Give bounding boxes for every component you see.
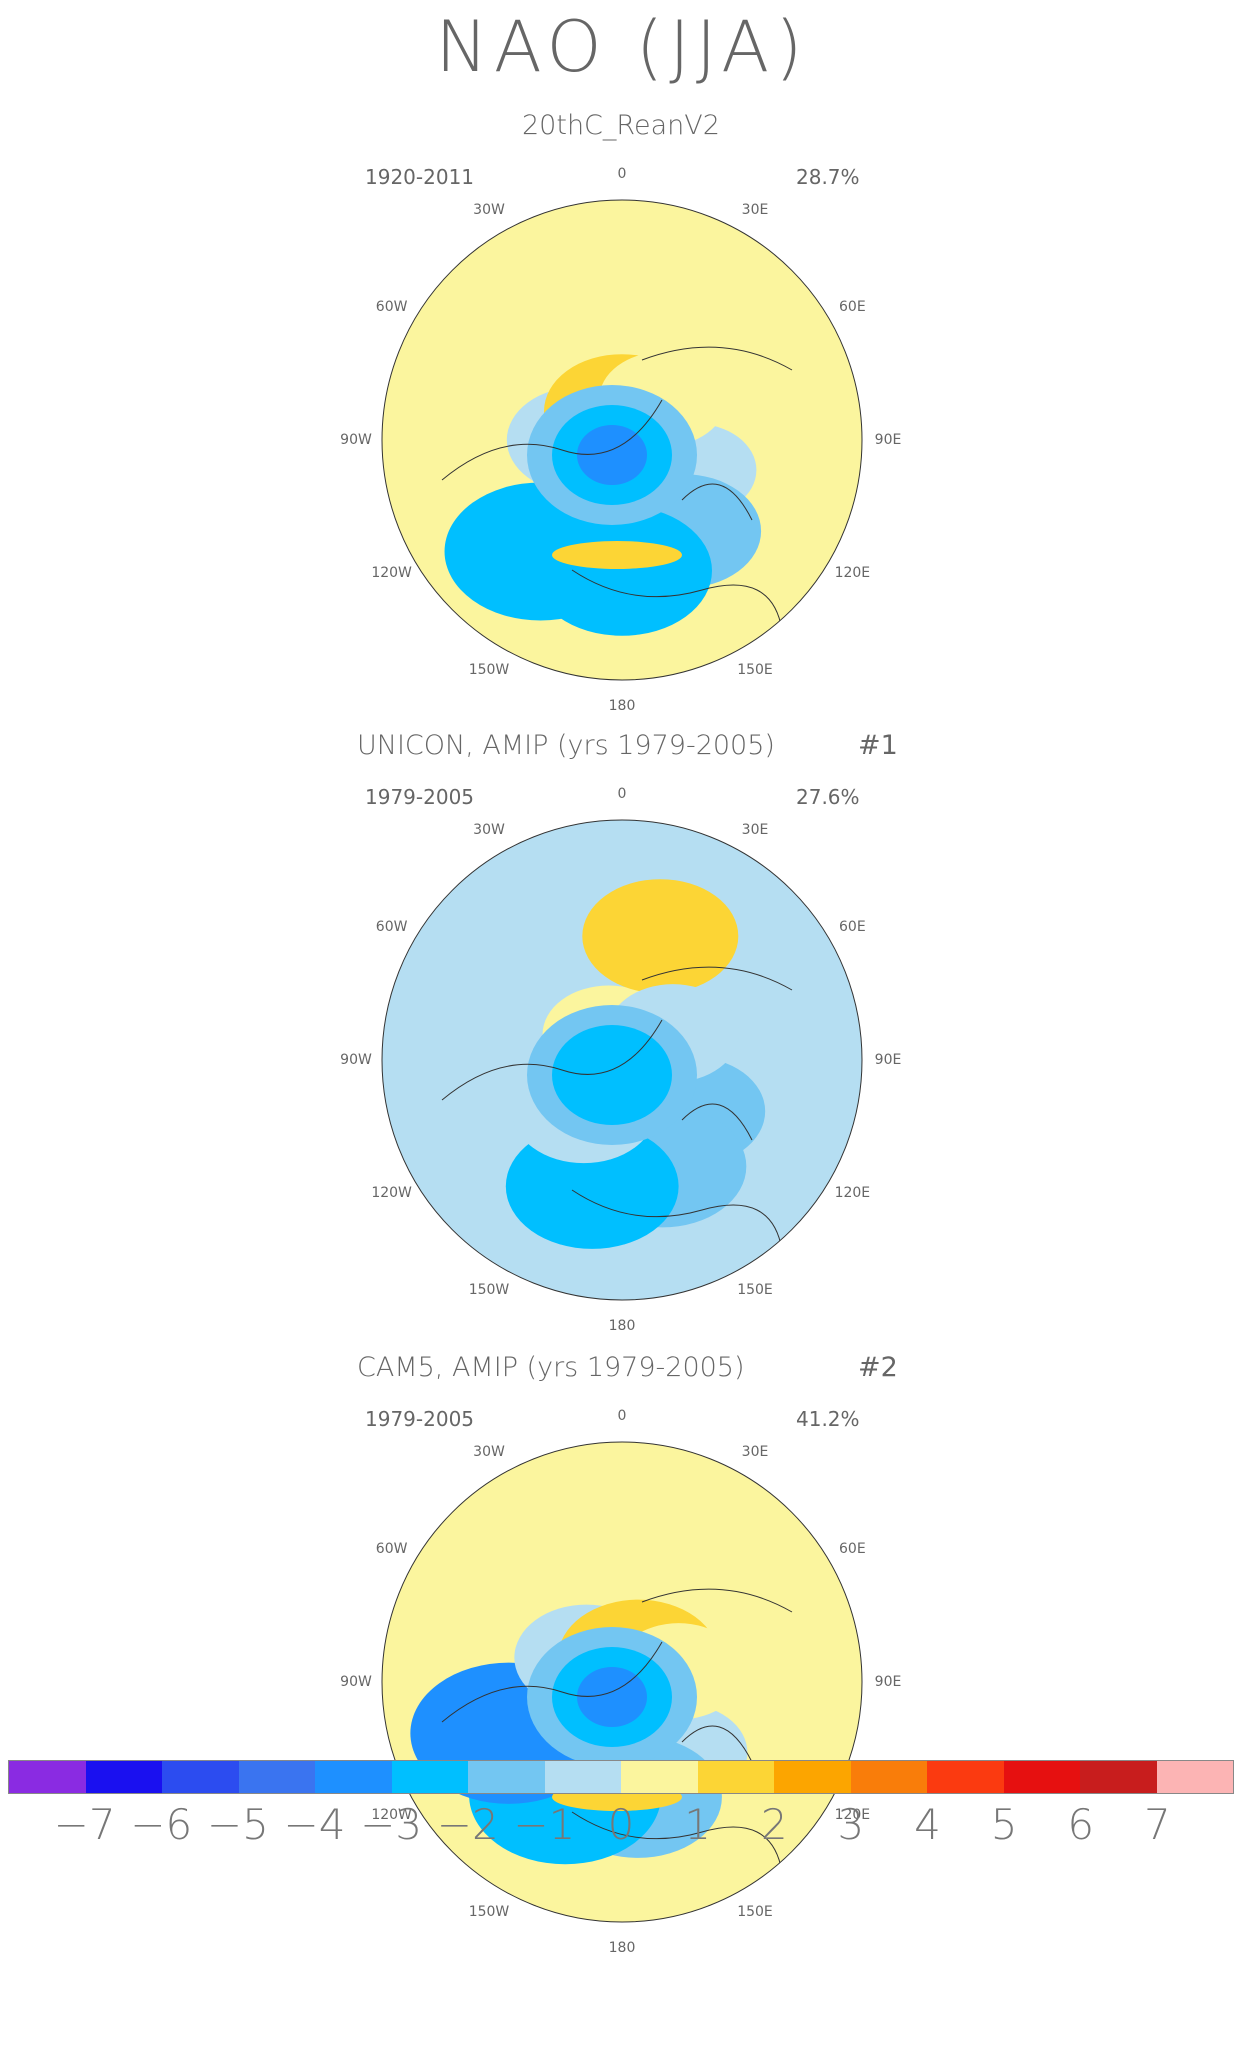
- coastline: [441, 346, 793, 631]
- colorbar-tick-label: 3: [837, 1800, 865, 1849]
- colorbar-swatch: [850, 1761, 927, 1793]
- longitude-label: 150E: [737, 662, 773, 679]
- colorbar-swatch: [468, 1761, 545, 1793]
- colorbar-swatch: [697, 1761, 774, 1793]
- colorbar-swatch: [391, 1761, 468, 1793]
- colorbar-swatch: [162, 1761, 239, 1793]
- longitude-label: 60W: [375, 919, 408, 935]
- longitude-label: 30E: [741, 821, 769, 838]
- colorbar-tick-label: −2: [436, 1800, 499, 1849]
- longitude-label: 90E: [874, 432, 902, 448]
- longitude-label: 90W: [340, 1674, 372, 1690]
- colorbar-tick-label: −3: [360, 1800, 423, 1849]
- colorbar-swatch: [927, 1761, 1004, 1793]
- anomaly-positive-band: [552, 541, 682, 569]
- colorbar-tick-label: −4: [283, 1800, 346, 1849]
- longitude-label: 30E: [741, 1443, 769, 1460]
- colorbar-swatch: [9, 1761, 86, 1793]
- longitude-label: 120E: [834, 1807, 871, 1823]
- colorbar-tick-label: 7: [1144, 1800, 1171, 1849]
- colorbar-tick-label: 6: [1067, 1800, 1095, 1849]
- panel-explained-variance: 28.7%: [796, 165, 860, 189]
- colorbar-labels: −7 −6 −5 −4 −3 −2 −1 0 1 2 3 4 5 6 7: [8, 1800, 1234, 1860]
- longitude-label: 120E: [834, 1185, 871, 1201]
- panel-number: #2: [858, 1352, 898, 1383]
- panel-title: 20thC_ReanV2: [522, 110, 720, 141]
- longitude-label: 150W: [468, 1282, 510, 1299]
- longitude-label: 60E: [839, 1541, 866, 1557]
- longitude-label: 0: [617, 1408, 627, 1424]
- colorbar-swatch: [1156, 1761, 1233, 1793]
- colorbar-swatch: [1003, 1761, 1080, 1793]
- colorbar-tick-label: 4: [914, 1800, 941, 1849]
- coastline: [441, 1588, 793, 1873]
- longitude-label: 90W: [340, 432, 372, 448]
- panel-number: #1: [858, 730, 898, 761]
- colorbar-tick-label: −1: [513, 1800, 576, 1849]
- longitude-label: 150E: [737, 1282, 773, 1299]
- longitude-label: 150W: [468, 662, 510, 679]
- longitude-label: 60W: [375, 1541, 408, 1557]
- panel-explained-variance: 27.6%: [796, 785, 860, 809]
- figure-title: NAO (JJA): [435, 6, 809, 88]
- longitude-label: 150W: [468, 1904, 510, 1921]
- colorbar-swatch: [1080, 1761, 1157, 1793]
- colorbar-tick-label: 1: [684, 1800, 711, 1849]
- colorbar-tick-label: −5: [206, 1800, 269, 1849]
- panel-explained-variance: 41.2%: [796, 1407, 860, 1431]
- polar-map: [381, 199, 863, 681]
- longitude-label: 90E: [874, 1052, 902, 1068]
- map-boundary: [381, 819, 863, 1301]
- colorbar-swatch: [621, 1761, 698, 1793]
- longitude-label: 180: [608, 1940, 636, 1956]
- polar-map: [381, 819, 863, 1301]
- colorbar-tick-label: −6: [130, 1800, 193, 1849]
- colorbar-tick-label: 0: [607, 1800, 635, 1849]
- panel-years: 1979-2005: [365, 785, 475, 809]
- longitude-label: 0: [617, 166, 627, 182]
- coastline: [441, 966, 793, 1251]
- colorbar-tick-label: 5: [990, 1800, 1018, 1849]
- map-boundary: [381, 199, 863, 681]
- longitude-label: 120W: [371, 565, 412, 581]
- longitude-label: 180: [608, 698, 636, 714]
- colorbar-tick-label: 2: [760, 1800, 788, 1849]
- map-boundary: [381, 1441, 863, 1923]
- anomaly-contour: [582, 879, 739, 994]
- longitude-label: 150E: [737, 1904, 773, 1921]
- longitude-label: 120E: [834, 565, 871, 581]
- colorbar-swatch: [315, 1761, 392, 1793]
- longitude-label: 120W: [371, 1807, 412, 1823]
- colorbar-swatch: [85, 1761, 162, 1793]
- longitude-label: 30W: [473, 821, 505, 838]
- colorbar-tick-label: −7: [53, 1800, 116, 1849]
- colorbar: [8, 1760, 1234, 1794]
- longitude-label: 30W: [473, 1443, 505, 1460]
- panel-title: CAM5, AMIP (yrs 1979-2005): [357, 1352, 745, 1383]
- longitude-label: 90E: [874, 1674, 902, 1690]
- longitude-label: 60W: [375, 299, 408, 315]
- longitude-label: 0: [617, 786, 627, 802]
- panel-years: 1979-2005: [365, 1407, 475, 1431]
- panel-title: UNICON, AMIP (yrs 1979-2005): [357, 730, 775, 761]
- longitude-label: 60E: [839, 919, 866, 935]
- longitude-label: 60E: [839, 299, 866, 315]
- colorbar-swatch: [774, 1761, 851, 1793]
- longitude-label: 90W: [340, 1052, 372, 1068]
- colorbar-swatch: [544, 1761, 621, 1793]
- anomaly-core: [552, 1025, 672, 1125]
- longitude-label: 30W: [473, 201, 505, 218]
- colorbar-swatch: [238, 1761, 315, 1793]
- longitude-label: 30E: [741, 201, 769, 218]
- panel-years: 1920-2011: [365, 165, 475, 189]
- longitude-label: 120W: [371, 1185, 412, 1201]
- longitude-label: 180: [608, 1318, 636, 1334]
